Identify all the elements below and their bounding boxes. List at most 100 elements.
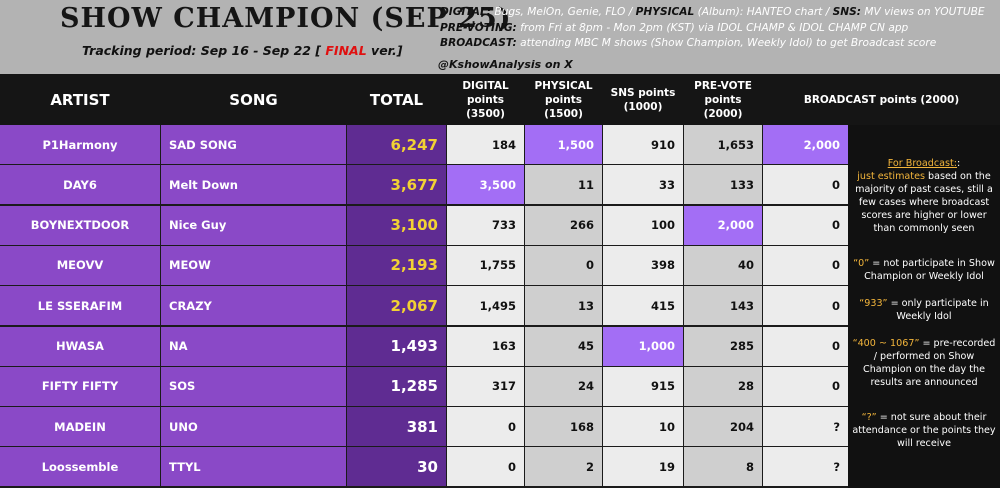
broadcast-cell: ? <box>763 407 848 447</box>
table-row: Loossemble TTYL 30 0 2 19 8? <box>0 447 848 487</box>
broadcast-cell: 0 <box>763 366 848 406</box>
table-row: LE SSERAFIM CRAZY 2,067 1,495 13 415 143 0 <box>0 286 848 326</box>
physical-cell: 266 <box>525 205 602 245</box>
scoring-notes: DIGITAL: Bugs, MelOn, Genie, FLO / PHYSI… <box>440 5 995 52</box>
sns-cell: 415 <box>603 286 683 326</box>
sns-cell: 100 <box>603 205 683 245</box>
tracking-prefix: Tracking period: Sep 16 - Sep 22 [ <box>82 43 326 58</box>
total-cell: 3,100 <box>347 205 446 245</box>
prevote-cell: 28 <box>684 366 762 406</box>
song-cell: CRAZY <box>161 286 346 326</box>
physical-cell: 1,500 <box>525 125 602 164</box>
song-cell: SAD SONG <box>161 125 346 164</box>
table-row: FIFTY FIFTY SOS 1,285 317 24 915 28 0 <box>0 366 848 407</box>
physical-cell: 2 <box>525 447 602 487</box>
broadcast-cell: 0 <box>763 205 848 245</box>
artist-cell: MEOVV <box>0 245 160 285</box>
broadcast-cell: ? <box>763 447 848 487</box>
artist-cell: LE SSERAFIM <box>0 286 160 326</box>
total-cell: 2,067 <box>347 286 446 326</box>
total-cell: 6,247 <box>347 125 446 164</box>
broadcast-cell: 2,000 <box>763 125 848 164</box>
digital-cell: 733 <box>447 205 524 245</box>
digital-cell: 317 <box>447 366 524 406</box>
col-sns: SNS points (1000) <box>610 86 676 113</box>
col-artist: ARTIST <box>50 90 110 109</box>
physical-cell: 168 <box>525 407 602 447</box>
col-total: TOTAL <box>369 90 424 109</box>
prevote-cell: 204 <box>684 407 762 447</box>
prevote-cell: 8 <box>684 447 762 487</box>
note-line-broadcast: BROADCAST: attending MBC M shows (Show C… <box>440 37 937 49</box>
physical-cell: 0 <box>525 245 602 285</box>
artist-cell: DAY6 <box>0 165 160 205</box>
prevote-cell: 133 <box>684 165 762 205</box>
table-row: BOYNEXTDOOR Nice Guy 3,100 733 266 100 2,000 0 <box>0 205 848 246</box>
sns-cell: 10 <box>603 407 683 447</box>
total-cell: 3,677 <box>347 165 446 205</box>
sns-cell: 398 <box>603 245 683 285</box>
physical-cell: 13 <box>525 286 602 326</box>
sns-cell: 1,000 <box>603 326 683 366</box>
table-header: ARTIST SONG TOTAL DIGITAL points (3500) … <box>0 74 1000 125</box>
note-question: “?” = not sure about their attendance or… <box>852 412 996 449</box>
sns-cell: 19 <box>603 447 683 487</box>
artist-cell: Loossemble <box>0 447 160 487</box>
physical-cell: 45 <box>525 326 602 366</box>
note-line-sources: DIGITAL: Bugs, MelOn, Genie, FLO / PHYSI… <box>440 6 985 18</box>
broadcast-notes-panel: For Broadcast:: just estimates based on … <box>848 125 1000 488</box>
col-prevote: PRE-VOTE points (2000) <box>694 79 752 120</box>
total-cell: 1,285 <box>347 366 446 406</box>
table-row: DAY6 Melt Down 3,677 3,500 11 33 133 0 <box>0 165 848 205</box>
broadcast-cell: 0 <box>763 286 848 326</box>
header-bar: SHOW CHAMPION (SEP 25) Tracking period: … <box>0 0 1000 74</box>
col-broadcast: BROADCAST points (2000) <box>803 93 960 106</box>
table-row: HWASA NA 1,493 163 45 1,000 285 0 <box>0 326 848 367</box>
artist-cell: P1Harmony <box>0 125 160 164</box>
digital-cell: 0 <box>447 407 524 447</box>
song-cell: NA <box>161 326 346 366</box>
total-cell: 1,493 <box>347 326 446 366</box>
sns-cell: 915 <box>603 366 683 406</box>
song-cell: UNO <box>161 407 346 447</box>
note-933: “933” = only participate in Weekly Idol <box>859 298 989 322</box>
prevote-cell: 143 <box>684 286 762 326</box>
song-cell: Melt Down <box>161 165 346 205</box>
tracking-period: Tracking period: Sep 16 - Sep 22 [ FINAL… <box>82 43 403 58</box>
broadcast-cell: 0 <box>763 326 848 366</box>
col-digital: DIGITAL points (3500) <box>462 79 509 120</box>
digital-cell: 163 <box>447 326 524 366</box>
table-row: P1Harmony SAD SONG 6,247 184 1,500 910 1,653 2,… <box>0 125 848 165</box>
broadcast-cell: 0 <box>763 165 848 205</box>
song-cell: SOS <box>161 366 346 406</box>
physical-cell: 24 <box>525 366 602 406</box>
physical-cell: 11 <box>525 165 602 205</box>
digital-cell: 3,500 <box>447 165 524 205</box>
prevote-cell: 40 <box>684 245 762 285</box>
col-song: SONG <box>229 90 278 109</box>
total-cell: 30 <box>347 447 446 487</box>
sns-cell: 910 <box>603 125 683 164</box>
artist-cell: HWASA <box>0 326 160 366</box>
artist-cell: FIFTY FIFTY <box>0 366 160 406</box>
note-line-prevote: PRE-VOTING: from Fri at 8pm - Mon 2pm (K… <box>440 21 909 34</box>
digital-cell: 184 <box>447 125 524 164</box>
credit-handle: @KshowAnalysis on X <box>438 58 573 71</box>
artist-cell: BOYNEXTDOOR <box>0 205 160 245</box>
note-estimates: For Broadcast:: just estimates based on … <box>855 158 993 234</box>
prevote-cell: 2,000 <box>684 205 762 245</box>
digital-cell: 1,495 <box>447 286 524 326</box>
table-row: MEOVV MEOW 2,193 1,755 0 398 40 0 <box>0 245 848 286</box>
broadcast-cell: 0 <box>763 245 848 285</box>
total-cell: 2,193 <box>347 245 446 285</box>
artist-cell: MADEIN <box>0 407 160 447</box>
note-zero: “0” = not participate in Show Champion o… <box>853 258 995 282</box>
song-cell: Nice Guy <box>161 205 346 245</box>
tracking-suffix: ver.] <box>366 43 403 58</box>
digital-cell: 0 <box>447 447 524 487</box>
song-cell: TTYL <box>161 447 346 487</box>
final-label: FINAL <box>325 43 367 58</box>
note-range: “400 ~ 1067” = pre-recorded / performed … <box>852 338 996 388</box>
song-cell: MEOW <box>161 245 346 285</box>
